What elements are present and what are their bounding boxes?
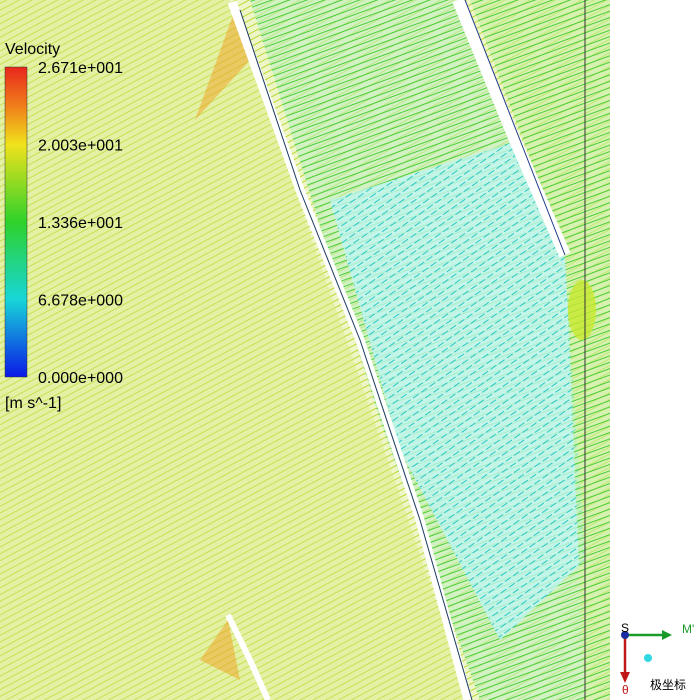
vector-field <box>0 0 610 700</box>
legend-tick-label: 2.003e+001 <box>38 138 123 155</box>
color-bar <box>4 66 28 378</box>
legend-tick-label: 2.671e+001 <box>38 60 123 77</box>
axis-m: M' <box>682 622 694 636</box>
legend-tick-label: 1.336e+001 <box>38 215 123 232</box>
axis-s: S <box>621 621 629 635</box>
legend-tick-label: 0.000e+000 <box>38 370 123 387</box>
legend-tick-label: 6.678e+000 <box>38 293 123 310</box>
axis-triad: S M' θ 极坐标 <box>620 621 694 697</box>
color-legend: Velocity 2.671e+001 2.003e+001 1.336e+001 6… <box>4 41 123 412</box>
legend-title: Velocity <box>5 41 60 58</box>
legend-units: [m s^-1] <box>5 395 61 412</box>
axis-label: 极坐标 <box>650 678 686 692</box>
axis-theta: θ <box>622 683 629 697</box>
